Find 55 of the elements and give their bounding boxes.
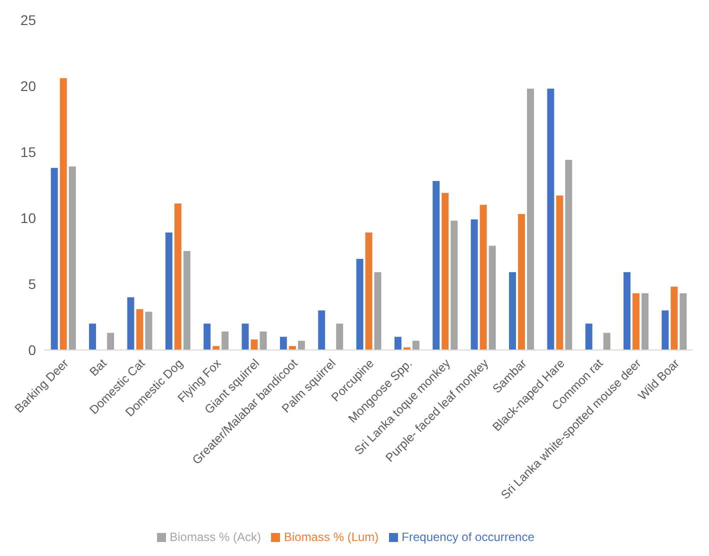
bar	[174, 203, 182, 350]
bar	[565, 160, 572, 350]
bar	[680, 293, 687, 350]
bar	[136, 309, 144, 350]
legend-label: Biomass % (Ack)	[170, 530, 261, 544]
bar	[68, 166, 76, 350]
y-tick-label: 25	[20, 12, 36, 28]
bar	[432, 181, 440, 350]
legend-label: Frequency of occurrence	[402, 530, 534, 544]
bar	[585, 324, 592, 350]
bar	[50, 168, 58, 350]
bar	[89, 324, 96, 350]
bar	[488, 246, 496, 350]
bar	[318, 310, 326, 350]
bar	[222, 332, 229, 350]
bar	[60, 78, 67, 350]
bar	[365, 232, 372, 350]
bar	[107, 332, 114, 350]
y-tick-label: 15	[20, 144, 36, 160]
bar	[526, 88, 534, 350]
bar	[470, 219, 478, 350]
bar	[632, 293, 640, 350]
bar	[183, 251, 190, 350]
bar	[145, 312, 152, 350]
bar	[298, 340, 305, 350]
bar	[450, 220, 458, 350]
bar	[336, 324, 344, 350]
bar	[480, 204, 487, 350]
bar	[624, 272, 631, 350]
bar	[356, 258, 364, 350]
y-tick-label: 10	[20, 210, 36, 226]
bar	[394, 336, 402, 350]
bar	[412, 340, 420, 350]
bar	[518, 214, 525, 350]
bar	[662, 310, 669, 350]
bar	[127, 297, 134, 350]
bar	[374, 272, 382, 350]
bar	[260, 332, 267, 350]
legend-label: Biomass % (Lum)	[284, 530, 379, 544]
y-tick-label: 20	[20, 78, 36, 94]
x-tick-label: Bat	[86, 356, 110, 379]
bar	[670, 286, 678, 350]
bar	[165, 232, 172, 350]
bar	[547, 88, 554, 350]
bar	[250, 339, 258, 350]
bar	[442, 192, 449, 350]
bar	[603, 332, 610, 350]
bar	[280, 336, 287, 350]
y-tick-label: 0	[28, 342, 36, 358]
y-tick-label: 5	[28, 276, 36, 292]
bar	[508, 272, 516, 350]
bar	[242, 324, 249, 350]
bar	[204, 324, 211, 350]
bar	[642, 293, 649, 350]
bar	[556, 196, 564, 350]
